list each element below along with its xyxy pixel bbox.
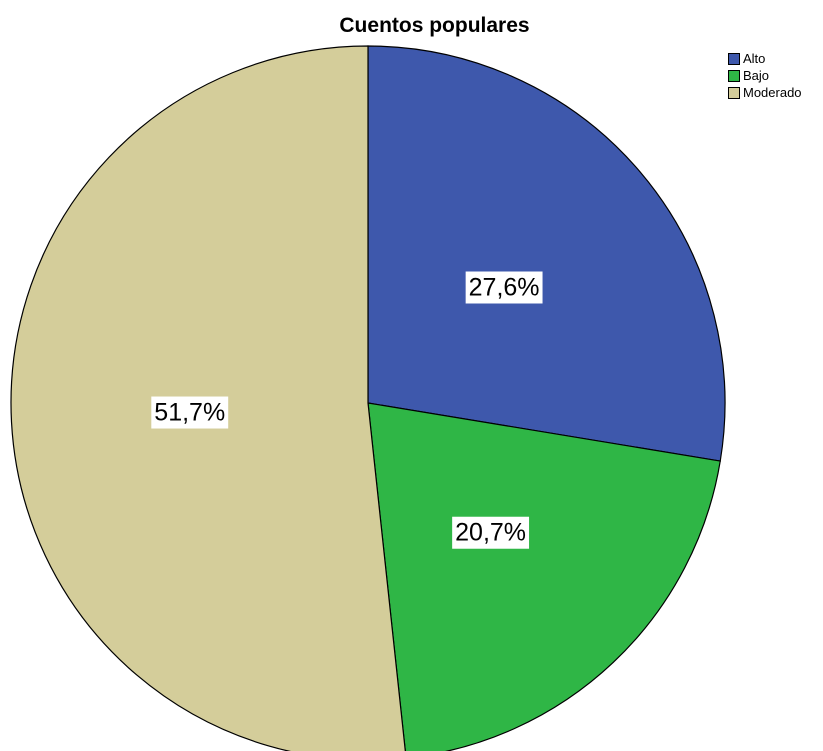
legend-item-moderado: Moderado xyxy=(728,84,802,101)
pie-slice-alto xyxy=(367,45,726,462)
legend-label-alto: Alto xyxy=(743,51,766,66)
legend-swatch-alto xyxy=(728,52,740,65)
svg-text:27,6%: 27,6% xyxy=(469,274,540,302)
svg-text:51,7%: 51,7% xyxy=(154,399,225,427)
legend-item-alto: Alto xyxy=(728,50,802,67)
pie-slice-bajo xyxy=(367,402,721,751)
slice-label-moderado: 51,7% xyxy=(151,396,229,429)
legend-swatch-moderado xyxy=(728,86,740,99)
chart-title: Cuentos populares xyxy=(339,14,530,37)
slice-label-alto: 27,6% xyxy=(465,271,543,304)
svg-text:20,7%: 20,7% xyxy=(455,519,526,547)
legend-label-moderado: Moderado xyxy=(743,85,802,100)
legend-label-bajo: Bajo xyxy=(743,68,770,83)
legend-item-bajo: Bajo xyxy=(728,67,802,84)
legend-swatch-bajo xyxy=(728,69,740,82)
legend: Alto Bajo Moderado xyxy=(728,50,802,101)
slice-label-bajo: 20,7% xyxy=(452,516,530,549)
